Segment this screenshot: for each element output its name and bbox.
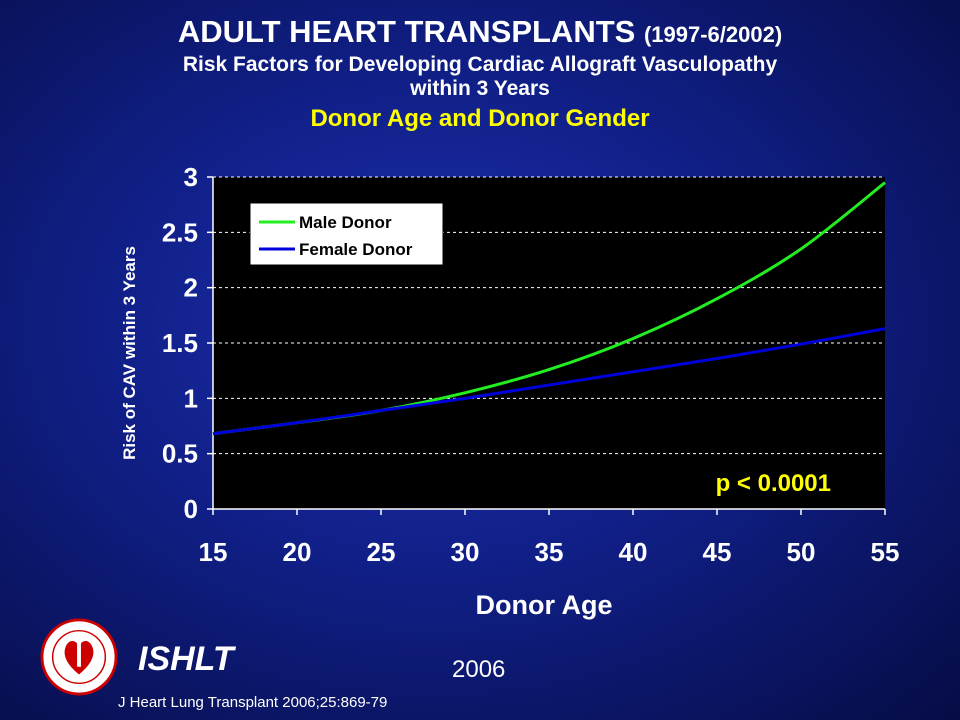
y-tick-label: 1 [184,383,198,413]
title-block: ADULT HEART TRANSPLANTS (1997-6/2002) Ri… [0,14,960,135]
x-tick-label: 30 [451,537,480,567]
legend-label: Male Donor [299,213,392,232]
page-title: ADULT HEART TRANSPLANTS (1997-6/2002) [0,14,960,53]
y-tick-label: 3 [184,162,198,192]
x-tick-label: 20 [283,537,312,567]
org-name: ISHLT [138,640,234,678]
chart-heading: Donor Age and Donor Gender [310,105,650,132]
x-tick-label: 40 [619,537,648,567]
legend: Male Donor Female Donor [249,202,444,266]
y-axis-label: Risk of CAV within 3 Years [120,246,139,460]
legend-label: Female Donor [299,240,413,259]
x-tick-label: 35 [535,537,564,567]
p-value-annotation: p < 0.0001 [716,470,831,497]
subtitle-line-1: Risk Factors for Developing Cardiac Allo… [182,53,778,76]
title-period: (1997-6/2002) [643,22,783,47]
series-female-donor [212,327,886,436]
citation: J Heart Lung Transplant 2006;25:869-79 [118,694,388,711]
x-tick-label: 55 [871,537,900,567]
x-tick-label: 15 [199,537,228,567]
year-label: 2006 [452,656,506,683]
series-line [212,327,886,436]
title-main-text: ADULT HEART TRANSPLANTS [177,14,636,49]
legend-box [249,202,444,266]
y-tick-label: 1.5 [162,328,198,358]
subtitle-line-2: within 3 Years [410,77,550,100]
x-tick-label: 25 [367,537,396,567]
x-axis-label: Donor Age [476,590,613,620]
y-tick-label: 0 [184,494,198,524]
y-tick-label: 2 [184,273,198,303]
ishlt-logo-icon [40,618,118,696]
y-tick-label: 0.5 [162,439,198,469]
x-tick-label: 45 [703,537,732,567]
y-tick-label: 2.5 [162,217,198,247]
x-tick-label: 50 [787,537,816,567]
